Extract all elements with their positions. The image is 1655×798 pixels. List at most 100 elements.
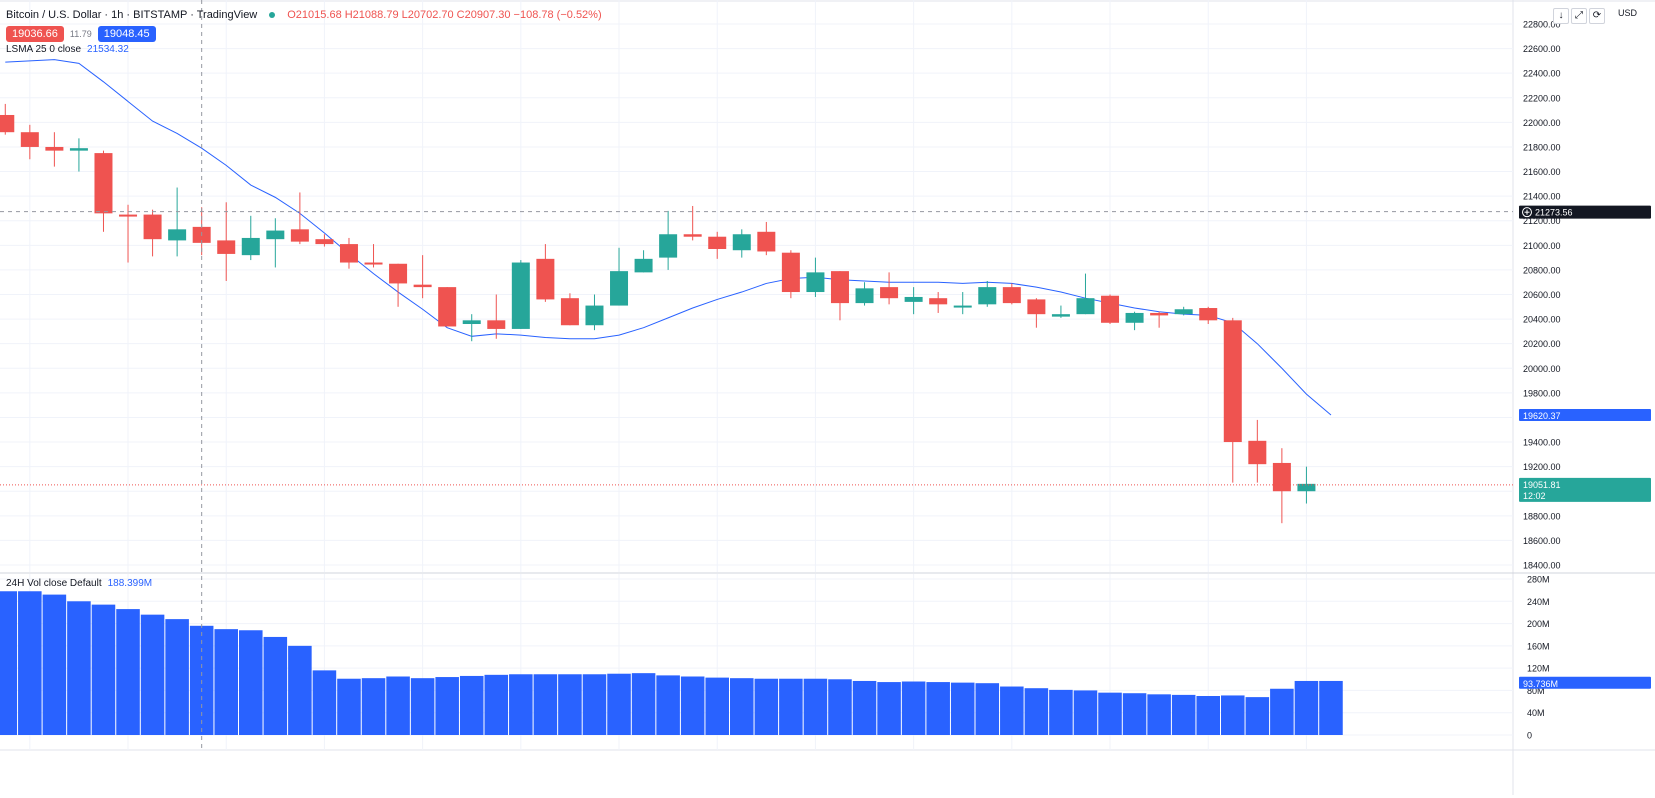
volume-bar [877, 682, 901, 735]
ohlc-values: O21015.68 H21088.79 L20702.70 C20907.30 … [287, 9, 602, 21]
volume-tick-label: 80M [1527, 686, 1545, 696]
volume-bar [1073, 690, 1098, 735]
volume-bar [730, 678, 754, 735]
candle-body [978, 287, 997, 305]
candle-body [1125, 312, 1144, 323]
candle-body [413, 284, 432, 288]
candle-body [266, 230, 285, 240]
candle-body [560, 298, 579, 326]
candle-body [610, 271, 629, 306]
volume-tick-label: 160M [1527, 641, 1550, 651]
candle-body [781, 252, 800, 293]
volume-bar [484, 674, 509, 735]
volume-bar [42, 594, 67, 735]
volume-bar [288, 645, 312, 735]
volume-value: 188.399M [107, 578, 153, 589]
price-tick-label: 22000.00 [1523, 118, 1561, 128]
add-alert-icon [1522, 207, 1532, 218]
candle-body [1297, 483, 1316, 492]
candle-body [20, 132, 39, 147]
price-tick-label: 22200.00 [1523, 93, 1561, 103]
volume-bar [754, 678, 779, 735]
maximize-icon[interactable]: ⤢ [1571, 8, 1587, 24]
candle-body [168, 229, 187, 241]
candle-body [683, 234, 702, 237]
candle-body [929, 298, 948, 305]
volume-bar [1024, 688, 1049, 735]
volume-bar [1221, 695, 1245, 735]
volume-tick-label: 280M [1527, 575, 1550, 585]
candle-body [315, 239, 334, 245]
volume-bar [656, 675, 680, 735]
volume-bar [1147, 694, 1171, 735]
candle-body [290, 229, 309, 242]
candle-body [1076, 298, 1095, 315]
volume-bar [67, 601, 91, 735]
volume-bar [901, 681, 926, 735]
volume-bar [116, 609, 140, 735]
symbol-title[interactable]: Bitcoin / U.S. Dollar · 1h · BITSTAMP · … [6, 9, 258, 21]
volume-bar [680, 676, 705, 735]
volume-bars [0, 591, 1343, 735]
volume-bar [1049, 689, 1073, 735]
lsma-legend[interactable]: LSMA 25 0 close 21534.32 [6, 44, 129, 55]
candle-body [119, 214, 138, 217]
candle-layer [0, 103, 1316, 524]
candle-body [806, 272, 825, 293]
price-tick-label: 21000.00 [1523, 241, 1561, 251]
volume-tick-label: 200M [1527, 619, 1550, 629]
price-tick-label: 18800.00 [1523, 511, 1561, 521]
pane-controls: ↓ ⤢ ⟳ [1553, 8, 1605, 24]
sell-price-button[interactable]: 19036.66 [6, 26, 64, 42]
candle-body [143, 214, 162, 240]
price-tick-label: 21600.00 [1523, 167, 1561, 177]
candle-body [953, 305, 972, 308]
buy-price-button[interactable]: 19048.45 [97, 26, 156, 42]
volume-bar [779, 678, 803, 735]
price-tick-label: 19200.00 [1523, 462, 1561, 472]
candle-body [1174, 309, 1193, 315]
candle-body [241, 237, 260, 256]
candle-body [1150, 312, 1169, 316]
price-tick-label: 18600.00 [1523, 536, 1561, 546]
candle-body [1002, 287, 1021, 304]
candle-body [634, 258, 653, 273]
volume-bar [1000, 686, 1024, 735]
volume-bar [165, 619, 189, 735]
last-price-box [1519, 477, 1651, 502]
candle-body [757, 231, 776, 252]
lsma-label: LSMA 25 0 close [6, 44, 82, 55]
candle-body [511, 262, 530, 329]
reset-icon[interactable]: ⟳ [1589, 8, 1605, 24]
price-tick-label: 18400.00 [1523, 561, 1561, 571]
volume-bar [459, 675, 484, 735]
volume-bar [214, 629, 238, 735]
candle-body [585, 305, 604, 326]
volume-bar [239, 630, 263, 735]
volume-legend[interactable]: 24H Vol close Default 188.399M [6, 578, 152, 589]
candle-body [438, 287, 457, 327]
price-tick-label: 20000.00 [1523, 364, 1561, 374]
volume-bar [803, 678, 828, 735]
volume-bar [533, 674, 558, 735]
volume-bar [0, 591, 18, 735]
volume-bar [1171, 694, 1196, 735]
overlay-layer [0, 0, 1513, 750]
price-tick-label: 22400.00 [1523, 69, 1561, 79]
volume-bar [950, 682, 975, 735]
candle-body [1223, 320, 1242, 443]
lsma-last-box [1519, 408, 1651, 421]
candle-body [1027, 299, 1046, 315]
price-tick-label: 20200.00 [1523, 339, 1561, 349]
price-tick-label: 20400.00 [1523, 315, 1561, 325]
candle-body [1101, 295, 1120, 323]
volume-bar [140, 614, 165, 735]
move-down-icon[interactable]: ↓ [1553, 8, 1569, 24]
volume-bar [705, 677, 729, 735]
volume-tick-label: 0 [1527, 731, 1532, 741]
volume-bar [509, 674, 533, 735]
candle-body [732, 234, 751, 251]
candle-body [69, 148, 88, 151]
currency-selector[interactable]: USD [1618, 8, 1638, 18]
